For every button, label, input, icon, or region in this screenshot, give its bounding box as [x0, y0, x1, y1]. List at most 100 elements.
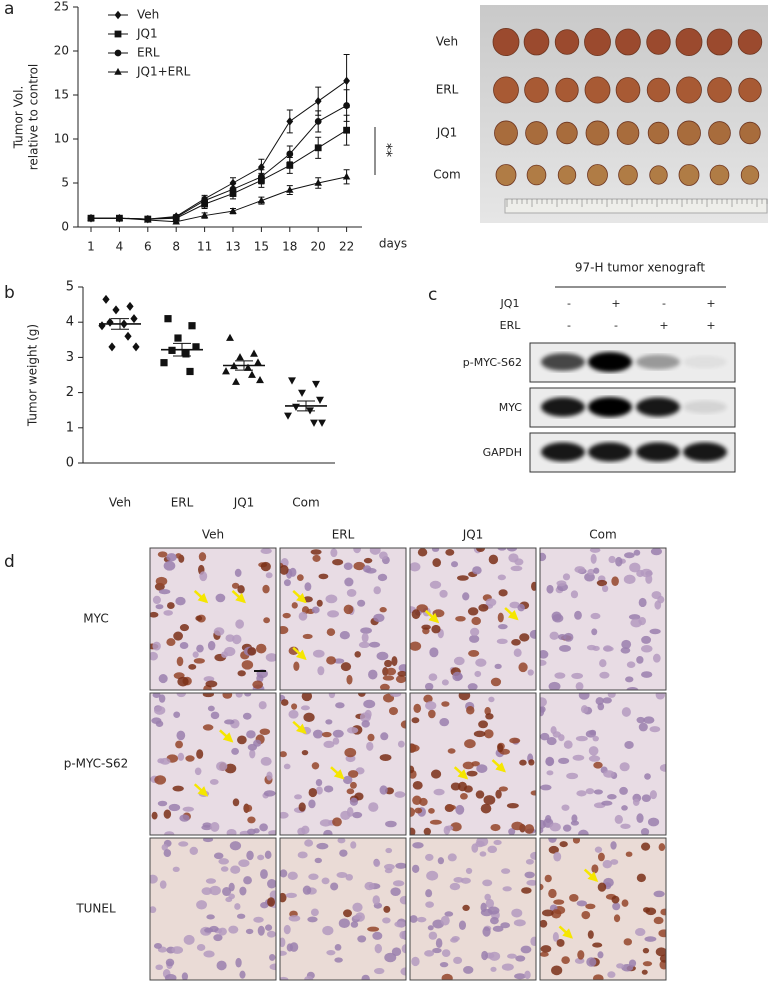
- nucleus: [653, 916, 664, 925]
- nucleus: [249, 749, 256, 759]
- nucleus: [326, 628, 336, 636]
- marker: [201, 197, 208, 205]
- nucleus: [260, 869, 268, 880]
- nucleus: [242, 712, 252, 720]
- nucleus: [302, 885, 312, 895]
- nucleus: [628, 614, 641, 620]
- nucleus: [602, 585, 609, 593]
- point: [98, 321, 106, 331]
- nucleus: [540, 945, 552, 953]
- nucleus: [421, 624, 431, 630]
- image-frame: [149, 692, 277, 836]
- nucleus: [230, 865, 241, 874]
- nucleus: [458, 920, 467, 930]
- nucleus: [501, 868, 511, 874]
- nucleus: [410, 827, 416, 835]
- nucleus: [332, 558, 344, 566]
- row-label: MYC: [83, 612, 108, 626]
- nucleus: [245, 804, 253, 812]
- nucleus: [519, 759, 527, 766]
- nucleus: [167, 602, 175, 610]
- nucleus: [175, 553, 182, 559]
- nucleus: [462, 761, 474, 770]
- sem-bar: [111, 318, 129, 330]
- ihc-image: [540, 693, 666, 835]
- nucleus: [400, 967, 406, 976]
- tumor: [739, 121, 761, 145]
- nucleus: [203, 676, 215, 682]
- x-tick-label: 8: [172, 240, 180, 254]
- ihc-image: [150, 548, 276, 690]
- nucleus: [163, 849, 172, 858]
- nucleus: [552, 932, 559, 942]
- nucleus: [360, 627, 372, 634]
- nucleus: [247, 816, 256, 824]
- legend-marker: [114, 10, 122, 20]
- nucleus: [153, 705, 166, 715]
- nucleus: [592, 735, 599, 742]
- nucleus: [373, 586, 381, 595]
- nucleus: [610, 859, 619, 865]
- nucleus: [478, 604, 489, 612]
- nucleus: [382, 675, 395, 681]
- nucleus: [636, 873, 646, 883]
- nucleus: [484, 729, 494, 739]
- nucleus: [546, 770, 554, 776]
- nucleus: [462, 592, 470, 601]
- nucleus: [449, 882, 461, 891]
- nucleus: [620, 647, 631, 654]
- nucleus: [224, 719, 235, 725]
- nucleus: [530, 936, 536, 947]
- nucleus: [432, 558, 442, 568]
- nucleus: [181, 972, 189, 980]
- nucleus: [607, 971, 616, 978]
- panel-label: a: [4, 0, 14, 19]
- nucleus: [287, 871, 298, 881]
- nucleus: [263, 617, 270, 624]
- nucleus: [485, 713, 494, 720]
- nucleus: [235, 957, 242, 968]
- nucleus: [497, 574, 506, 581]
- nucleus: [192, 651, 199, 658]
- x-tick-label: 18: [282, 240, 297, 254]
- nucleus: [323, 829, 333, 835]
- nucleus: [366, 741, 374, 751]
- nucleus: [636, 569, 645, 578]
- tumor: [678, 164, 700, 186]
- nucleus: [423, 827, 432, 835]
- nucleus: [166, 553, 177, 562]
- nucleus: [168, 803, 181, 812]
- nucleus: [215, 593, 226, 603]
- sem-bar: [297, 400, 315, 412]
- nucleus: [497, 548, 507, 551]
- nucleus: [379, 785, 388, 795]
- nucleus: [232, 798, 240, 807]
- nucleus: [540, 650, 549, 659]
- nucleus: [423, 694, 433, 703]
- nucleus: [498, 589, 508, 597]
- nucleus: [237, 670, 246, 677]
- nucleus: [630, 618, 642, 628]
- y-tick-label: 0: [66, 456, 74, 471]
- nucleus: [649, 790, 657, 800]
- nucleus: [471, 616, 481, 626]
- nucleus: [603, 770, 615, 778]
- nucleus: [530, 851, 536, 860]
- nucleus: [321, 731, 332, 738]
- nucleus: [339, 849, 348, 857]
- nucleus: [150, 906, 157, 914]
- nucleus: [589, 729, 597, 736]
- nucleus: [638, 722, 648, 732]
- nucleus: [363, 557, 373, 564]
- nucleus: [296, 574, 304, 581]
- nucleus: [303, 712, 315, 722]
- nucleus: [222, 887, 232, 897]
- nucleus: [294, 794, 303, 800]
- nucleus: [288, 709, 299, 719]
- nucleus: [572, 838, 581, 844]
- x-axis-label: days: [379, 237, 407, 251]
- nucleus: [429, 580, 442, 589]
- nucleus: [280, 564, 289, 575]
- nucleus: [269, 963, 276, 971]
- nucleus: [475, 658, 487, 667]
